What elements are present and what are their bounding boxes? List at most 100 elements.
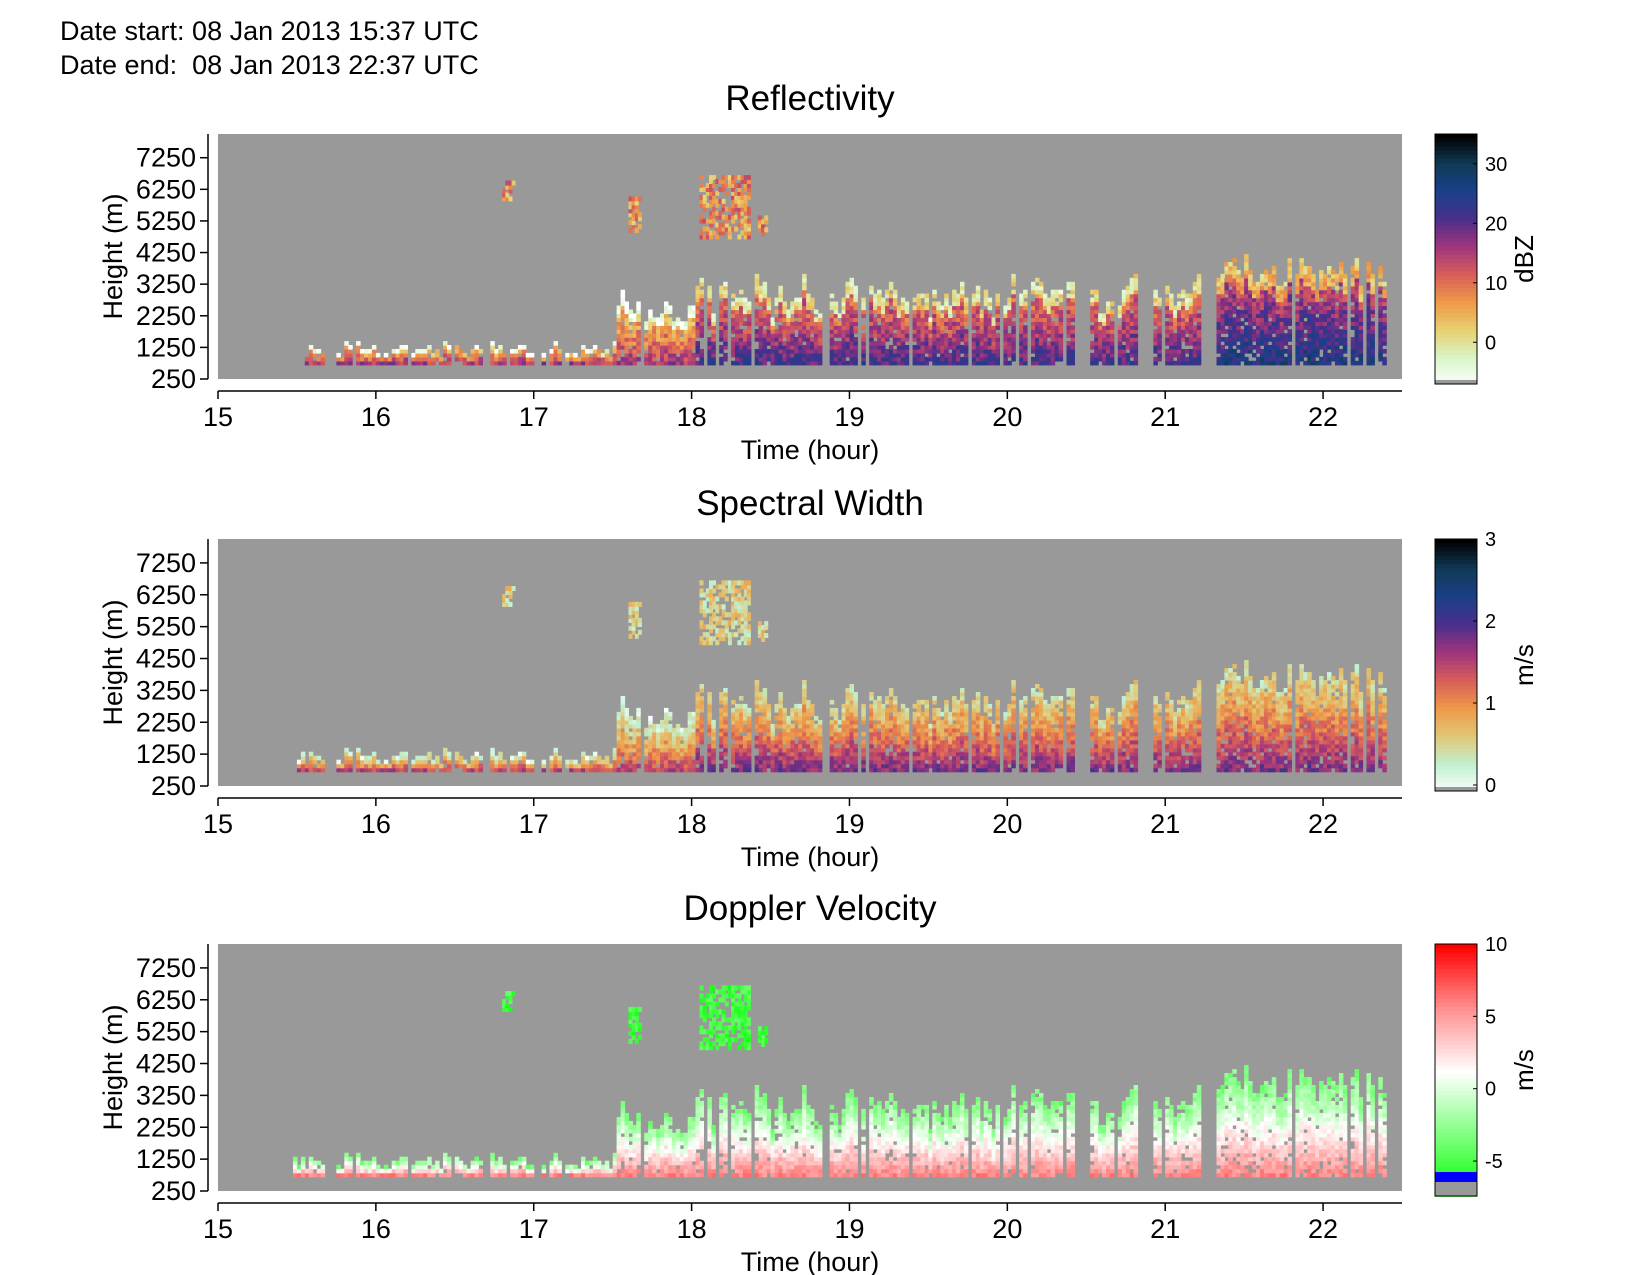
heatmap-cell xyxy=(762,345,768,350)
heatmap-cell xyxy=(1236,313,1241,318)
heatmap-cell xyxy=(869,309,874,315)
heatmap-cell xyxy=(896,719,902,725)
heatmap-cell xyxy=(1350,309,1356,315)
heatmap-cell xyxy=(446,349,452,354)
heatmap-cell xyxy=(948,360,953,366)
heatmap-cell xyxy=(644,751,649,757)
heatmap-cell xyxy=(1031,309,1036,315)
heatmap-cell xyxy=(837,345,843,350)
heatmap-cell xyxy=(1023,333,1028,338)
heatmap-cell xyxy=(1133,329,1139,334)
heatmap-cell xyxy=(896,329,902,334)
heatmap-cell xyxy=(766,707,772,713)
colorbar-swatch xyxy=(1435,159,1477,164)
heatmap-cell xyxy=(699,325,704,330)
heatmap-cell xyxy=(928,321,933,326)
heatmap-cell xyxy=(912,349,918,354)
heatmap-cell xyxy=(652,759,657,765)
heatmap-cell xyxy=(837,727,843,733)
heatmap-cell xyxy=(885,356,890,362)
heatmap-cell xyxy=(1121,289,1127,295)
heatmap-cell xyxy=(541,763,547,769)
heatmap-cell xyxy=(1220,277,1225,283)
heatmap-cell xyxy=(517,345,523,350)
heatmap-cell xyxy=(1070,309,1075,315)
heatmap-cell xyxy=(1224,341,1229,346)
heatmap-cell xyxy=(628,325,633,330)
heatmap-cell xyxy=(1169,301,1174,307)
heatmap-cell xyxy=(853,715,858,721)
heatmap-cell xyxy=(608,763,614,769)
heatmap-cell xyxy=(790,349,795,354)
heatmap-cell xyxy=(1350,297,1356,303)
heatmap-cell xyxy=(798,325,803,330)
heatmap-cell xyxy=(960,285,965,291)
heatmap-cell xyxy=(632,735,637,741)
heatmap-cell xyxy=(833,313,839,318)
heatmap-cell xyxy=(454,356,460,362)
heatmap-cell xyxy=(1125,301,1131,307)
heatmap-cell xyxy=(435,755,440,761)
heatmap-cell xyxy=(928,352,933,358)
heatmap-cell xyxy=(664,727,669,733)
heatmap-cell xyxy=(505,180,510,186)
heatmap-cell xyxy=(762,293,768,299)
heatmap-cell xyxy=(790,735,795,741)
heatmap-cell xyxy=(660,723,665,729)
heatmap-cell xyxy=(652,763,657,769)
heatmap-cell xyxy=(885,759,890,765)
heatmap-cell xyxy=(888,301,894,307)
heatmap-cell xyxy=(1216,285,1221,291)
heatmap-cell xyxy=(849,333,854,338)
heatmap-cell xyxy=(1129,313,1135,318)
heatmap-cell xyxy=(304,767,310,773)
heatmap-cell xyxy=(1378,352,1383,358)
heatmap-cell xyxy=(731,751,736,757)
heatmap-cell xyxy=(616,333,622,338)
heatmap-cell xyxy=(786,349,791,354)
heatmap-cell xyxy=(798,349,803,354)
heatmap-cell xyxy=(746,743,752,749)
heatmap-cell xyxy=(1279,349,1285,354)
heatmap-cell xyxy=(360,759,365,765)
heatmap-cell xyxy=(490,360,495,366)
heatmap-cell xyxy=(944,699,949,705)
heatmap-cell xyxy=(928,751,933,757)
heatmap-cell xyxy=(948,345,953,350)
heatmap-cell xyxy=(711,321,716,326)
heatmap-cell xyxy=(1350,341,1356,346)
heatmap-cell xyxy=(616,711,622,717)
heatmap-cell xyxy=(956,731,961,737)
heatmap-cell xyxy=(983,297,989,303)
heatmap-cell xyxy=(1350,305,1356,311)
heatmap-cell xyxy=(454,763,460,769)
heatmap-cell xyxy=(565,356,570,362)
heatmap-cell xyxy=(873,755,878,761)
heatmap-cell xyxy=(963,349,969,354)
heatmap-cell xyxy=(1054,356,1060,362)
heatmap-cell xyxy=(707,341,712,346)
heatmap-cell xyxy=(1121,329,1127,334)
heatmap-cell xyxy=(1307,301,1312,307)
heatmap-cell xyxy=(987,747,993,753)
heatmap-cell xyxy=(837,739,843,745)
heatmap-cell xyxy=(758,759,764,765)
heatmap-cell xyxy=(845,747,850,753)
heatmap-cell xyxy=(695,696,700,701)
heatmap-cell xyxy=(505,196,510,202)
heatmap-cell xyxy=(1031,281,1036,287)
heatmap-cell xyxy=(774,763,779,769)
heatmap-cell xyxy=(628,747,633,753)
heatmap-cell xyxy=(987,735,993,741)
heatmap-cell xyxy=(979,723,985,729)
heatmap-cell xyxy=(979,719,985,725)
heatmap-cell xyxy=(896,747,902,753)
heatmap-cell xyxy=(798,313,803,318)
heatmap-cell xyxy=(971,719,977,725)
heatmap-cell xyxy=(790,767,795,773)
heatmap-cell xyxy=(742,349,748,354)
heatmap-cell xyxy=(794,703,799,709)
heatmap-cell xyxy=(1287,281,1292,287)
heatmap-cell xyxy=(1070,289,1075,295)
heatmap-cell xyxy=(849,329,854,334)
